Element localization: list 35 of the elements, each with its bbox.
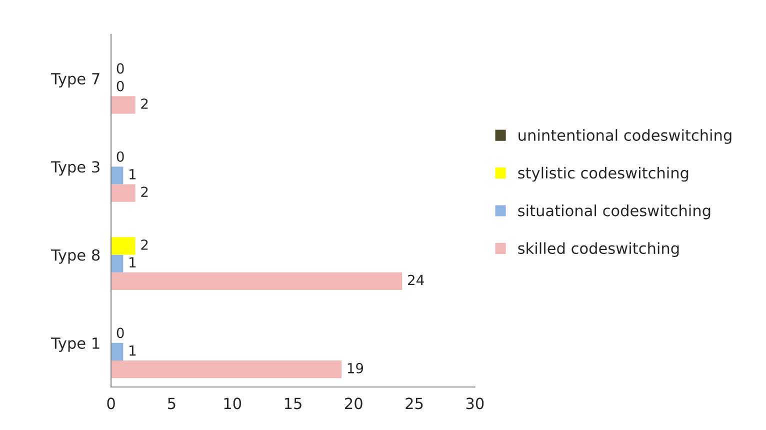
legend-label: situational codeswitching	[518, 204, 710, 220]
bar	[111, 360, 342, 378]
data-label: 2	[141, 98, 148, 109]
data-label: 1	[130, 345, 136, 356]
x-tick-label: 25	[406, 398, 423, 410]
y-tick-label: Type 1	[50, 338, 100, 352]
bar	[111, 254, 124, 272]
data-label: 0	[116, 63, 124, 74]
bar	[111, 96, 136, 114]
data-label: 1	[130, 169, 136, 180]
x-tick-label: 10	[224, 398, 242, 410]
bar	[111, 184, 136, 202]
y-tick-label: Type 7	[50, 73, 100, 88]
data-label: 0	[116, 151, 124, 162]
x-tick-label: 0	[107, 398, 115, 410]
y-tick-label: Type 3	[50, 161, 100, 176]
data-label: 0	[116, 328, 124, 338]
data-label: 19	[348, 362, 364, 374]
data-label: 24	[408, 274, 424, 286]
legend-label: stylistic codeswitching	[518, 166, 688, 182]
data-label: 1	[130, 257, 136, 268]
legend-label: skilled codeswitching	[518, 242, 679, 258]
data-label: 2	[141, 239, 148, 250]
data-label: 0	[116, 80, 124, 92]
x-tick-label: 15	[284, 398, 302, 410]
x-tick-label: 20	[345, 398, 362, 410]
bar	[111, 237, 136, 255]
bar	[111, 342, 124, 361]
data-label: 2	[141, 186, 148, 197]
bar	[111, 166, 124, 184]
x-tick-label: 5	[168, 398, 176, 410]
bar	[111, 272, 402, 290]
y-tick-label: Type 8	[50, 249, 100, 264]
legend-label: unintentional codeswitching	[518, 129, 732, 144]
x-tick-label: 30	[466, 398, 484, 410]
